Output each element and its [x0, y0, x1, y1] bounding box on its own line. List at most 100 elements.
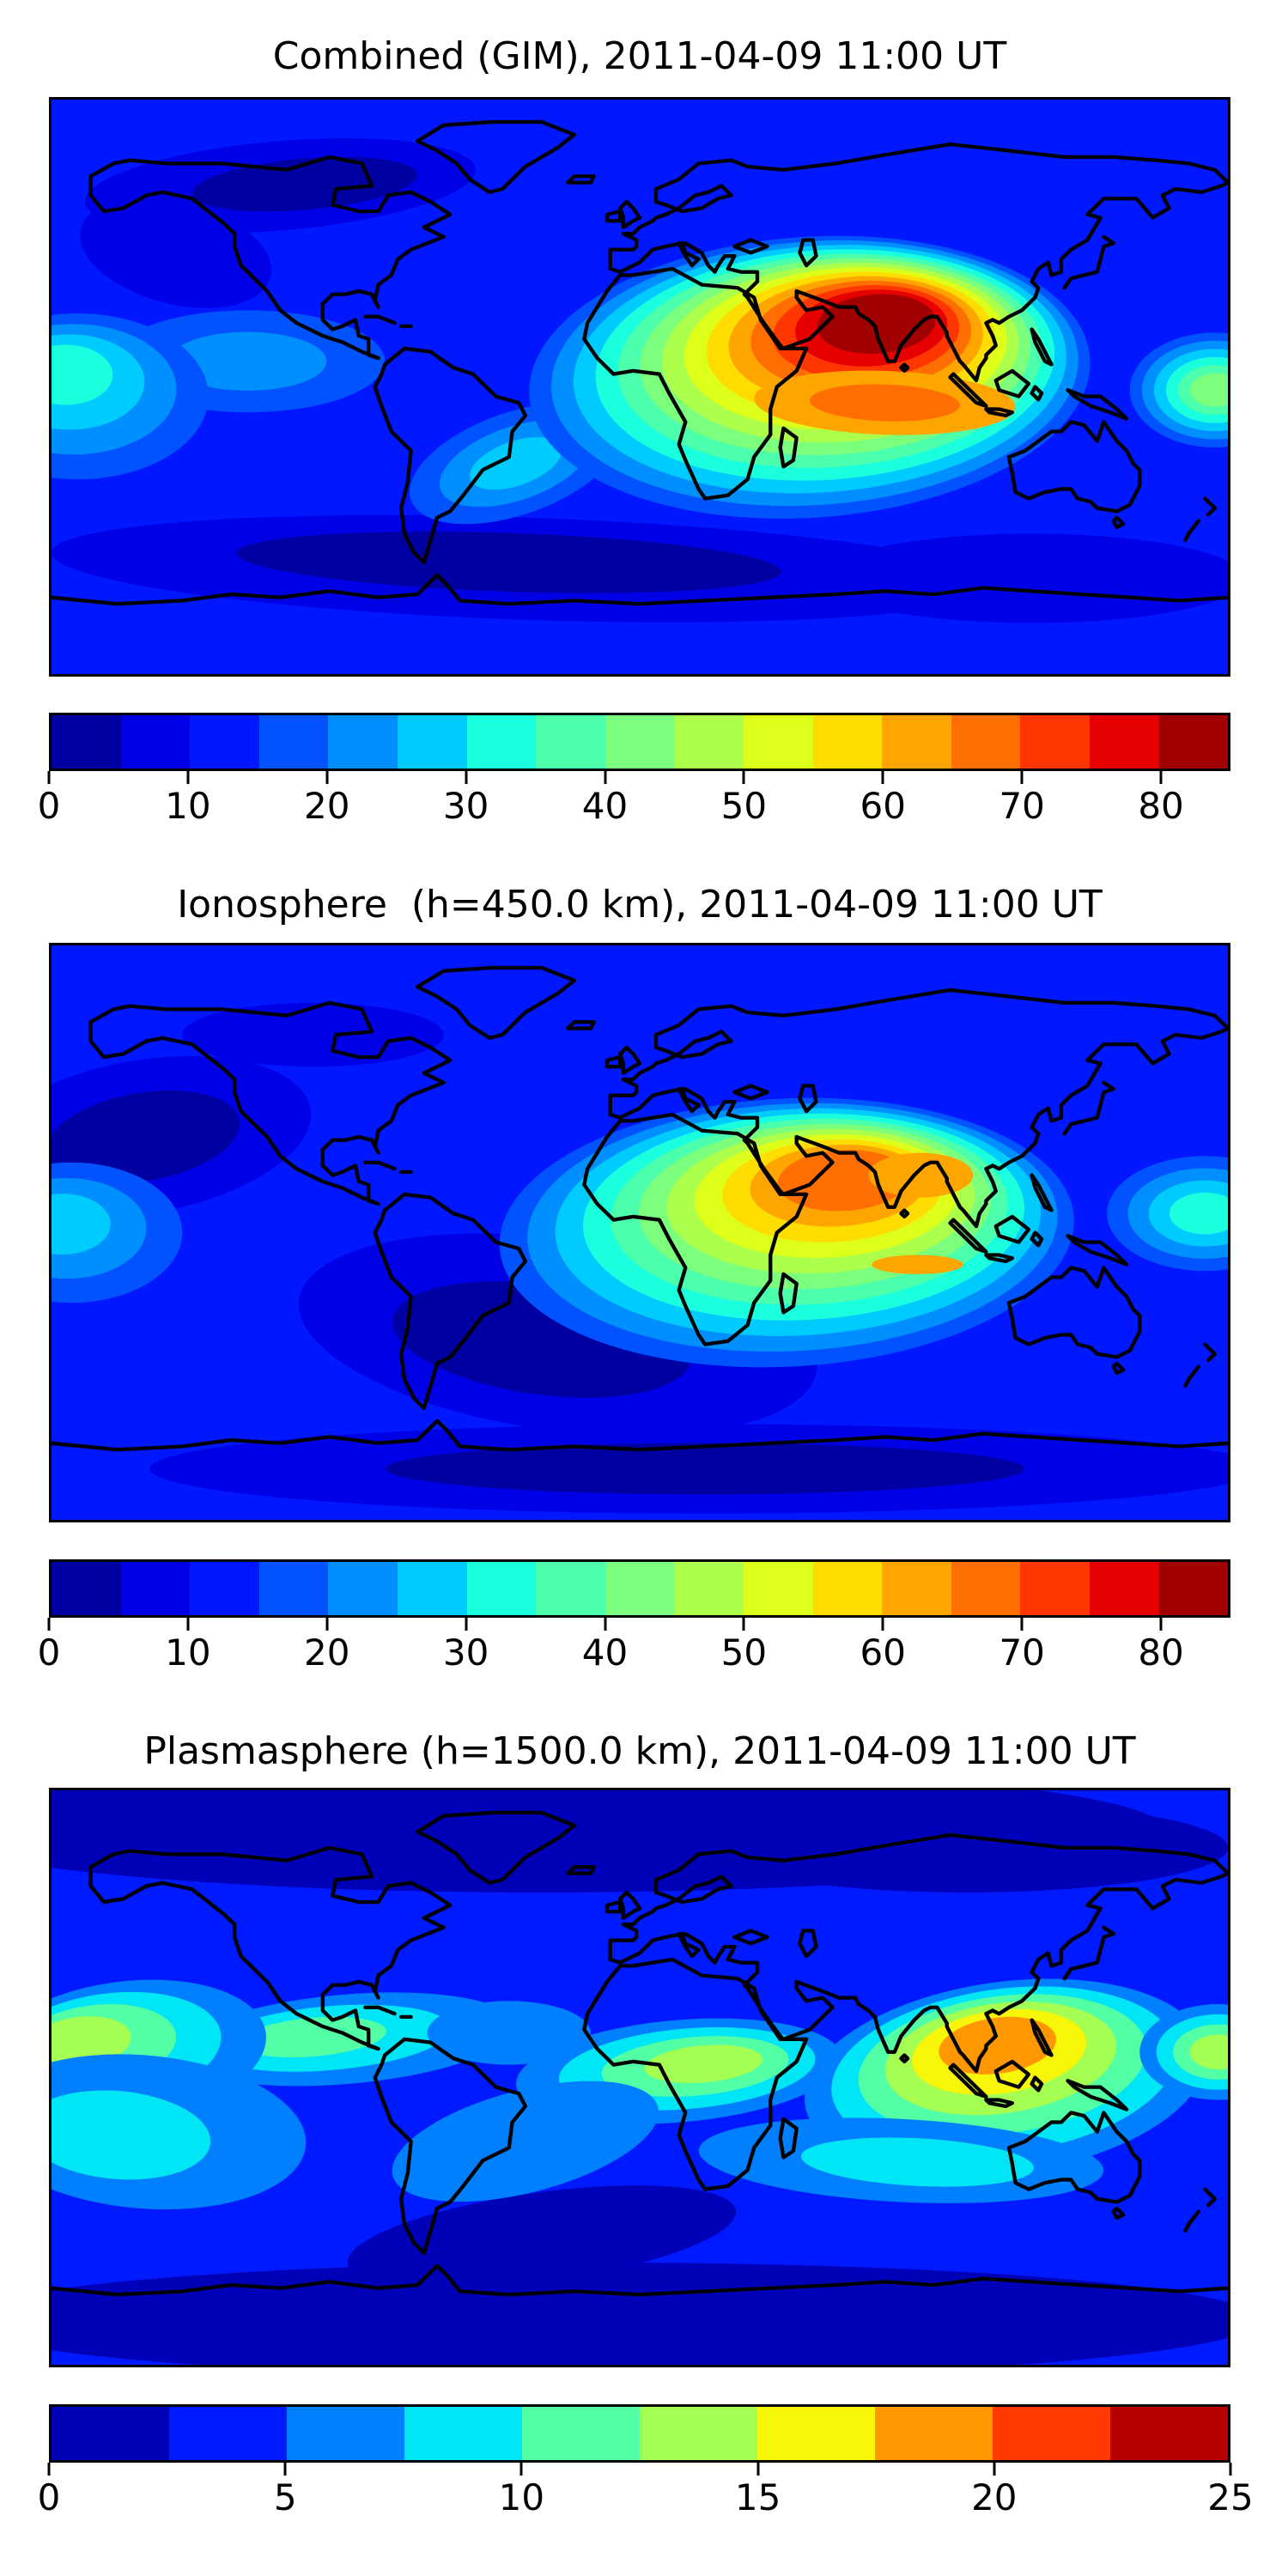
- colorbar-segment: [466, 1562, 537, 1615]
- colorbar-tick-label: 15: [734, 2476, 781, 2518]
- contour-band-southern-crest: [809, 384, 960, 422]
- colorbar-segment: [397, 1562, 467, 1615]
- colorbar-segment: [951, 1562, 1021, 1615]
- contour-band-s-indian-cyan-band: [800, 2137, 1034, 2187]
- colorbar-segment: [1020, 1562, 1090, 1615]
- colorbar-segment: [640, 2407, 757, 2460]
- contour-band-s-pacific-cyan-blob: [52, 2090, 211, 2180]
- contour-band-americas-north-belt: [240, 2016, 386, 2058]
- colorbar-segment: [882, 715, 951, 769]
- colorbar-segment: [743, 715, 813, 769]
- colorbar-segment: [397, 715, 467, 769]
- colorbar-tick-mark: [465, 1618, 468, 1631]
- contour-band-n-canada-dark-patch: [182, 1002, 444, 1067]
- colorbar-segment: [993, 2407, 1110, 2460]
- panel-3-map: [49, 1788, 1230, 2367]
- colorbar-tick-label: 0: [37, 2476, 61, 2518]
- colorbar-segment: [1020, 715, 1090, 769]
- colorbar-tick-label: 80: [1138, 785, 1184, 827]
- colorbar-segment: [522, 2407, 640, 2460]
- contour-band-n-atlantic-band: [427, 2001, 591, 2065]
- panel-1-contour-field: [52, 100, 1228, 674]
- panel-3-contour-field: [52, 1790, 1228, 2365]
- colorbar-tick-label: 10: [165, 1631, 211, 1674]
- colorbar-tick-mark: [47, 771, 51, 784]
- colorbar-tick-label: 20: [971, 2476, 1018, 2518]
- colorbar-tick-mark: [604, 771, 607, 784]
- contour-band-east-pacific-edge-blob: [1169, 1192, 1228, 1235]
- colorbar-tick-mark: [465, 771, 468, 784]
- colorbar-segment: [169, 2407, 287, 2460]
- coastline: [52, 1810, 1228, 2297]
- colorbar-tick-label: 10: [165, 785, 211, 827]
- colorbar-tick-mark: [1020, 1618, 1024, 1631]
- colorbar-tick-label: 20: [304, 1631, 350, 1674]
- panel-1-colorbar-tickmarks: [47, 771, 1230, 785]
- colorbar-tick-mark: [1159, 771, 1163, 784]
- colorbar-segment: [951, 715, 1021, 769]
- colorbar-tick-label: 5: [273, 2476, 297, 2518]
- contour-band-africa-blob: [644, 2044, 762, 2083]
- colorbar-segment: [466, 715, 537, 769]
- panel-2-map: [49, 943, 1230, 1522]
- colorbar-tick-mark: [186, 1618, 190, 1631]
- colorbar-segment: [674, 715, 744, 769]
- colorbar-tick-label: 40: [581, 1631, 629, 1674]
- colorbar-segment: [882, 1562, 951, 1615]
- colorbar-segment: [190, 715, 259, 769]
- colorbar-tick-mark: [881, 771, 884, 784]
- panel-2-colorbar-tickmarks: [47, 1618, 1230, 1631]
- colorbar-tick-label: 30: [442, 1631, 489, 1674]
- colorbar-tick-label: 40: [581, 785, 629, 827]
- contour-band-west-pacific-edge-blob: [52, 344, 113, 405]
- colorbar-segment: [536, 1562, 605, 1615]
- contour-band-s-indian-dark-band: [819, 533, 1228, 623]
- colorbar-segment: [258, 1562, 329, 1615]
- colorbar-tick-mark: [756, 2463, 760, 2476]
- contour-band-s-atlantic-cyan-band: [469, 437, 562, 490]
- colorbar-tick-label: 25: [1207, 2476, 1254, 2518]
- colorbar-segment: [536, 715, 605, 769]
- panel-2-contour-field: [52, 945, 1228, 1520]
- colorbar-tick-label: 60: [860, 785, 907, 827]
- colorbar-segment: [743, 1562, 813, 1615]
- colorbar-segment: [1110, 2407, 1228, 2460]
- colorbar-tick-mark: [47, 1618, 51, 1631]
- colorbar-tick-label: 0: [37, 785, 61, 827]
- contour-band-antarctic-dark-band: [52, 2263, 1228, 2365]
- panel-1-colorbar: [49, 713, 1230, 771]
- panel-3-colorbar: [49, 2404, 1230, 2463]
- colorbar-segment: [757, 2407, 875, 2460]
- panel-2-title: Ionosphere (h=450.0 km), 2011-04-09 11:0…: [177, 883, 1103, 927]
- panel-2-colorbar-ticklabels: 0 10 20 30 40 50 60 70 80: [38, 1631, 1230, 1676]
- colorbar-segment: [1089, 1562, 1159, 1615]
- colorbar-segment: [52, 2407, 169, 2460]
- colorbar-tick-label: 50: [720, 1631, 768, 1674]
- contour-band-bay-of-bengal-lobe: [868, 1152, 974, 1198]
- colorbar-tick-mark: [742, 1618, 745, 1631]
- contour-band-s-america-east-band: [392, 2081, 659, 2202]
- colorbar-segment: [605, 1562, 675, 1615]
- colorbar-tick-mark: [993, 2463, 996, 2476]
- colorbar-tick-label: 50: [720, 785, 768, 827]
- colorbar-segment: [875, 2407, 993, 2460]
- colorbar-tick-mark: [186, 771, 190, 784]
- contour-band-east-pacific-edge-green: [1189, 2034, 1228, 2069]
- colorbar-segment: [52, 715, 121, 769]
- colorbar-tick-label: 70: [999, 1631, 1045, 1674]
- panel-1-title: Combined (GIM), 2011-04-09 11:00 UT: [272, 34, 1007, 78]
- colorbar-segment: [674, 1562, 744, 1615]
- contour-band-arctic-dark-band-east: [705, 1802, 1228, 1893]
- colorbar-segment: [328, 1562, 398, 1615]
- panel-2-colorbar: [49, 1559, 1230, 1618]
- contour-band-n-america-dark-band: [192, 156, 417, 212]
- colorbar-tick-mark: [325, 1618, 329, 1631]
- colorbar-tick-mark: [47, 2463, 51, 2476]
- colorbar-tick-label: 70: [999, 785, 1045, 827]
- colorbar-tick-mark: [881, 1618, 884, 1631]
- colorbar-tick-label: 80: [1138, 1631, 1184, 1674]
- colorbar-segment: [120, 715, 191, 769]
- colorbar-segment: [328, 715, 398, 769]
- contour-band-southern-ocean-dark-band: [236, 532, 781, 593]
